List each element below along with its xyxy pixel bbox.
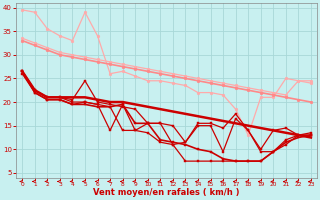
- X-axis label: Vent moyen/en rafales ( km/h ): Vent moyen/en rafales ( km/h ): [93, 188, 240, 197]
